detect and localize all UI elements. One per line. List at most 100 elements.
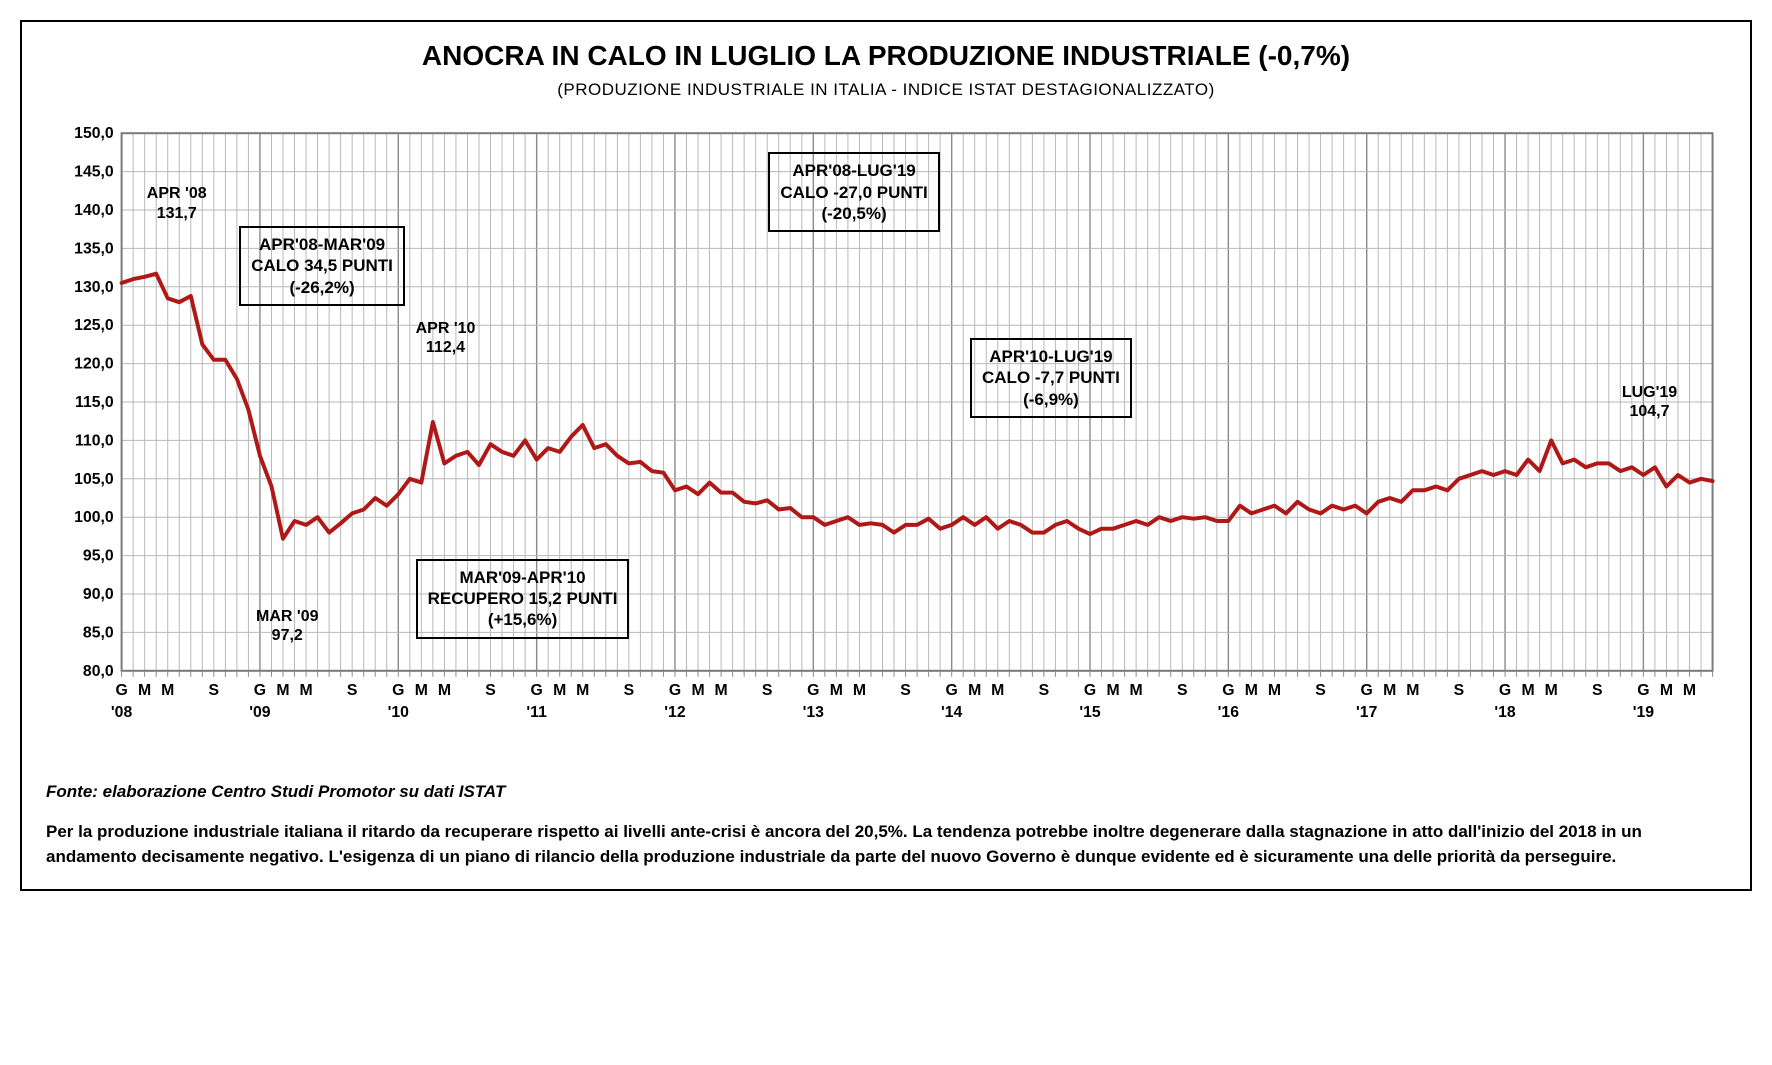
chart-subtitle: (PRODUZIONE INDUSTRIALE IN ITALIA - INDI…: [46, 80, 1726, 100]
svg-text:G: G: [1222, 682, 1234, 699]
svg-text:G: G: [1637, 682, 1649, 699]
box1-l3: (-26,2%): [289, 278, 354, 297]
svg-text:M: M: [1406, 682, 1419, 699]
label-apr08-l2: 131,7: [157, 205, 197, 222]
box-apr08-mar09: APR'08-MAR'09 CALO 34,5 PUNTI (-26,2%): [239, 226, 405, 306]
svg-text:M: M: [991, 682, 1004, 699]
svg-text:M: M: [161, 682, 174, 699]
label-mar09-l1: MAR '09: [256, 608, 318, 625]
svg-text:135,0: 135,0: [74, 240, 114, 257]
svg-text:S: S: [347, 682, 358, 699]
svg-text:'18: '18: [1494, 704, 1515, 721]
svg-text:150,0: 150,0: [74, 125, 114, 142]
svg-text:110,0: 110,0: [75, 432, 114, 449]
svg-text:M: M: [691, 682, 704, 699]
svg-text:S: S: [485, 682, 496, 699]
chart-title: ANOCRA IN CALO IN LUGLIO LA PRODUZIONE I…: [46, 40, 1726, 72]
svg-text:S: S: [762, 682, 773, 699]
svg-text:105,0: 105,0: [74, 471, 114, 488]
svg-text:M: M: [138, 682, 151, 699]
svg-text:'09: '09: [249, 704, 270, 721]
svg-text:M: M: [1245, 682, 1258, 699]
chart-frame: ANOCRA IN CALO IN LUGLIO LA PRODUZIONE I…: [20, 20, 1752, 891]
svg-text:'19: '19: [1633, 704, 1654, 721]
svg-text:90,0: 90,0: [83, 586, 114, 603]
svg-text:G: G: [1084, 682, 1096, 699]
box2-l2: RECUPERO 15,2 PUNTI: [428, 589, 618, 608]
svg-text:G: G: [530, 682, 542, 699]
svg-text:M: M: [968, 682, 981, 699]
svg-text:M: M: [1660, 682, 1673, 699]
box2-l1: MAR'09-APR'10: [459, 568, 585, 587]
svg-text:145,0: 145,0: [74, 164, 114, 181]
label-mar09-l2: 97,2: [272, 627, 303, 644]
svg-text:S: S: [900, 682, 911, 699]
svg-text:95,0: 95,0: [83, 548, 114, 565]
box4-l3: (-6,9%): [1023, 390, 1079, 409]
svg-text:115,0: 115,0: [75, 394, 114, 411]
svg-text:'10: '10: [388, 704, 409, 721]
svg-text:G: G: [254, 682, 266, 699]
svg-text:M: M: [415, 682, 428, 699]
box3-l3: (-20,5%): [821, 204, 886, 223]
svg-text:G: G: [946, 682, 958, 699]
svg-text:'16: '16: [1218, 704, 1239, 721]
chart-footer: Fonte: elaborazione Centro Studi Promoto…: [46, 782, 1726, 869]
svg-text:M: M: [438, 682, 451, 699]
box4-l1: APR'10-LUG'19: [989, 347, 1112, 366]
svg-text:M: M: [1268, 682, 1281, 699]
svg-text:120,0: 120,0: [74, 356, 114, 373]
svg-text:100,0: 100,0: [74, 509, 114, 526]
svg-text:'08: '08: [111, 704, 132, 721]
svg-text:'11: '11: [526, 704, 547, 721]
svg-text:M: M: [299, 682, 312, 699]
svg-text:G: G: [669, 682, 681, 699]
label-apr10-l1: APR '10: [416, 320, 476, 337]
box3-l2: CALO -27,0 PUNTI: [780, 183, 927, 202]
svg-text:M: M: [576, 682, 589, 699]
svg-text:'12: '12: [664, 704, 685, 721]
chart-inner: 80,085,090,095,0100,0105,0110,0115,0120,…: [46, 114, 1726, 754]
box4-l2: CALO -7,7 PUNTI: [982, 368, 1120, 387]
label-apr10: APR '10 112,4: [416, 319, 476, 357]
label-apr08: APR '08 131,7: [147, 184, 207, 222]
note-text: Per la produzione industriale italiana i…: [46, 820, 1726, 869]
svg-text:M: M: [1683, 682, 1696, 699]
svg-text:85,0: 85,0: [83, 624, 114, 641]
svg-text:140,0: 140,0: [74, 202, 114, 219]
svg-text:S: S: [1039, 682, 1050, 699]
box2-l3: (+15,6%): [488, 610, 557, 629]
box1-l1: APR'08-MAR'09: [259, 235, 385, 254]
svg-text:M: M: [715, 682, 728, 699]
label-lug19: LUG'19 104,7: [1622, 383, 1677, 421]
svg-text:'15: '15: [1079, 704, 1100, 721]
chart-area: 80,085,090,095,0100,0105,0110,0115,0120,…: [46, 114, 1726, 754]
svg-text:125,0: 125,0: [74, 317, 114, 334]
svg-text:'14: '14: [941, 704, 962, 721]
svg-text:G: G: [115, 682, 127, 699]
box3-l1: APR'08-LUG'19: [792, 161, 915, 180]
svg-text:M: M: [1545, 682, 1558, 699]
box1-l2: CALO 34,5 PUNTI: [251, 256, 393, 275]
svg-text:G: G: [1361, 682, 1373, 699]
label-apr08-l1: APR '08: [147, 185, 207, 202]
svg-text:S: S: [1454, 682, 1465, 699]
svg-text:M: M: [1130, 682, 1143, 699]
source-text: Fonte: elaborazione Centro Studi Promoto…: [46, 782, 1726, 802]
svg-text:S: S: [1592, 682, 1603, 699]
box-apr10-lug19: APR'10-LUG'19 CALO -7,7 PUNTI (-6,9%): [970, 338, 1132, 418]
svg-text:G: G: [1499, 682, 1511, 699]
svg-text:G: G: [807, 682, 819, 699]
box-mar09-apr10: MAR'09-APR'10 RECUPERO 15,2 PUNTI (+15,6…: [416, 559, 630, 639]
svg-text:130,0: 130,0: [74, 279, 114, 296]
svg-text:M: M: [1383, 682, 1396, 699]
svg-text:S: S: [1315, 682, 1326, 699]
box-apr08-lug19: APR'08-LUG'19 CALO -27,0 PUNTI (-20,5%): [768, 152, 939, 232]
svg-text:M: M: [553, 682, 566, 699]
label-apr10-l2: 112,4: [426, 339, 465, 356]
svg-text:S: S: [624, 682, 635, 699]
svg-text:M: M: [1522, 682, 1535, 699]
svg-text:'17: '17: [1356, 704, 1377, 721]
svg-text:M: M: [276, 682, 289, 699]
label-lug19-l1: LUG'19: [1622, 384, 1677, 401]
